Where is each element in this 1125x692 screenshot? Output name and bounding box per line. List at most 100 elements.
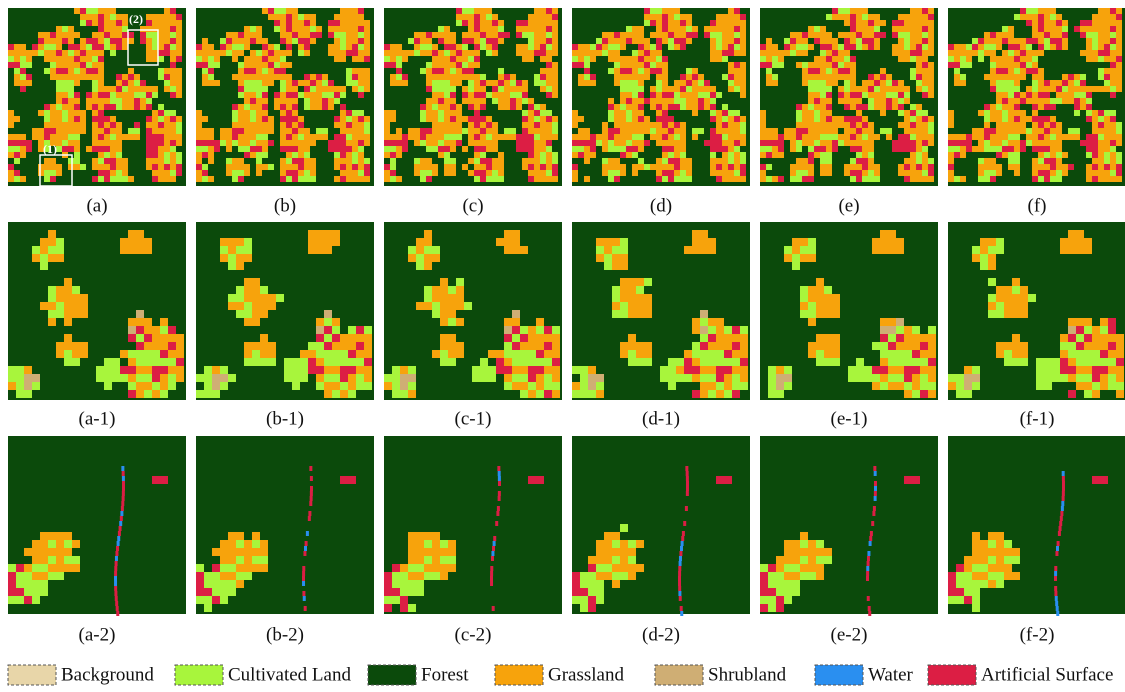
land-cell bbox=[872, 342, 880, 350]
land-cell bbox=[850, 134, 856, 140]
land-cell bbox=[850, 122, 856, 128]
land-cell bbox=[432, 56, 438, 62]
land-cell bbox=[250, 98, 256, 104]
land-cell bbox=[24, 580, 32, 588]
land-cell bbox=[244, 116, 250, 122]
land-cell bbox=[250, 128, 256, 134]
land-cell bbox=[1032, 134, 1038, 140]
land-cell bbox=[612, 238, 620, 246]
land-cell bbox=[1116, 26, 1122, 32]
land-cell bbox=[40, 302, 48, 310]
land-cell bbox=[202, 140, 208, 146]
land-cell bbox=[620, 278, 628, 286]
land-cell bbox=[948, 158, 954, 164]
land-cell bbox=[1014, 128, 1020, 134]
land-cell bbox=[808, 540, 816, 548]
land-cell bbox=[760, 56, 766, 62]
land-cell bbox=[136, 350, 144, 358]
land-cell bbox=[244, 56, 250, 62]
land-cell bbox=[552, 68, 558, 74]
land-cell bbox=[358, 122, 364, 128]
land-cell bbox=[1104, 152, 1110, 158]
land-cell bbox=[1002, 128, 1008, 134]
land-cell bbox=[1020, 74, 1026, 80]
land-cell bbox=[424, 540, 432, 548]
land-cell bbox=[540, 26, 546, 32]
land-cell bbox=[152, 26, 158, 32]
land-cell bbox=[414, 170, 420, 176]
land-cell bbox=[686, 86, 692, 92]
land-cell bbox=[814, 116, 820, 122]
land-cell bbox=[144, 350, 152, 358]
land-cell bbox=[578, 128, 584, 134]
land-cell bbox=[608, 98, 614, 104]
land-cell bbox=[420, 170, 426, 176]
land-cell bbox=[1104, 32, 1110, 38]
land-cell bbox=[420, 50, 426, 56]
land-cell bbox=[274, 20, 280, 26]
land-cell bbox=[1032, 116, 1038, 122]
land-cell bbox=[626, 116, 632, 122]
land-cell bbox=[710, 158, 716, 164]
land-cell bbox=[396, 44, 402, 50]
land-cell bbox=[40, 548, 48, 556]
land-cell bbox=[352, 68, 358, 74]
land-cell bbox=[98, 116, 104, 122]
land-cell bbox=[716, 366, 724, 374]
river-cell bbox=[874, 471, 877, 476]
land-cell bbox=[1100, 366, 1108, 374]
land-cell bbox=[250, 110, 256, 116]
land-cell bbox=[356, 374, 364, 382]
land-cell bbox=[260, 334, 268, 342]
land-cell bbox=[580, 580, 588, 588]
land-cell bbox=[286, 98, 292, 104]
land-cell bbox=[322, 134, 328, 140]
land-cell bbox=[724, 358, 732, 366]
land-cell bbox=[232, 110, 238, 116]
land-cell bbox=[620, 38, 626, 44]
land-cell bbox=[352, 128, 358, 134]
land-cell bbox=[220, 50, 226, 56]
land-cell bbox=[844, 140, 850, 146]
land-cell bbox=[56, 134, 62, 140]
land-cell bbox=[796, 122, 802, 128]
land-cell bbox=[910, 158, 916, 164]
land-cell bbox=[716, 176, 722, 182]
land-cell bbox=[784, 246, 792, 254]
land-cell bbox=[72, 310, 80, 318]
land-cell bbox=[850, 158, 856, 164]
land-cell bbox=[792, 246, 800, 254]
land-cell bbox=[1104, 122, 1110, 128]
land-cell bbox=[784, 596, 792, 604]
land-cell bbox=[844, 128, 850, 134]
land-cell bbox=[910, 116, 916, 122]
land-cell bbox=[474, 26, 480, 32]
land-cell bbox=[984, 134, 990, 140]
land-cell bbox=[1014, 44, 1020, 50]
land-cell bbox=[604, 540, 612, 548]
land-cell bbox=[98, 32, 104, 38]
land-cell bbox=[456, 44, 462, 50]
land-cell bbox=[364, 170, 370, 176]
land-cell bbox=[80, 302, 88, 310]
land-cell bbox=[128, 92, 134, 98]
land-cell bbox=[850, 176, 856, 182]
land-cell bbox=[740, 116, 746, 122]
land-cell bbox=[244, 92, 250, 98]
land-cell bbox=[904, 176, 910, 182]
land-cell bbox=[308, 246, 316, 254]
land-cell bbox=[80, 56, 86, 62]
land-cell bbox=[480, 104, 486, 110]
land-cell bbox=[1014, 86, 1020, 92]
land-cell bbox=[68, 68, 74, 74]
land-cell bbox=[692, 238, 700, 246]
land-cell bbox=[784, 382, 792, 390]
land-cell bbox=[1108, 350, 1116, 358]
land-cell bbox=[850, 104, 856, 110]
land-cell bbox=[232, 164, 238, 170]
land-cell bbox=[588, 564, 596, 572]
land-cell bbox=[904, 164, 910, 170]
land-cell bbox=[322, 80, 328, 86]
land-cell bbox=[534, 176, 540, 182]
land-cell bbox=[644, 294, 652, 302]
